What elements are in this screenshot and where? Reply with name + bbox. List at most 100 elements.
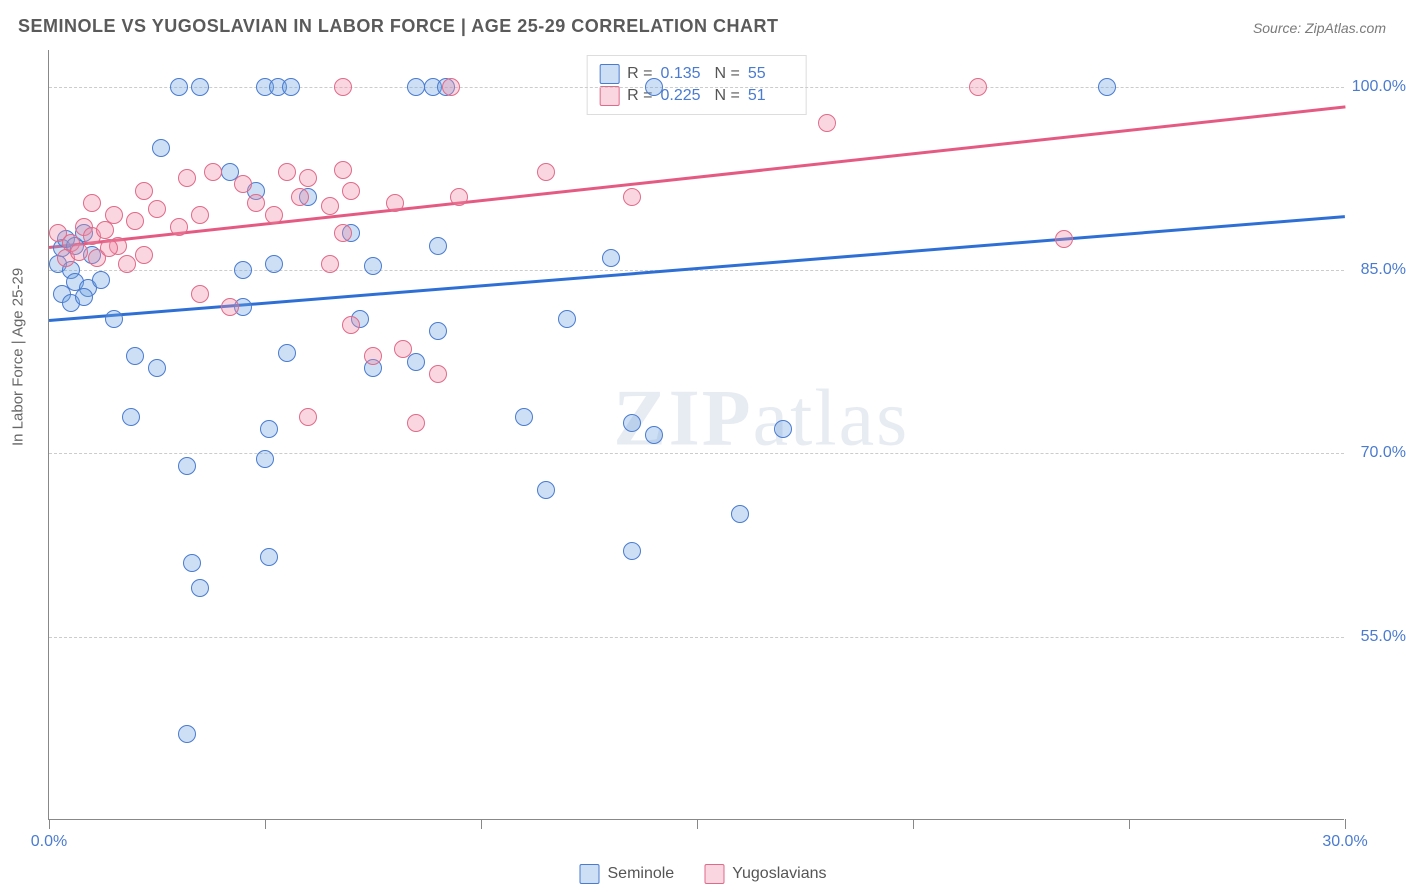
data-point [342,316,360,334]
data-point [282,78,300,96]
legend-swatch-0-icon [580,864,600,884]
watermark: ZIPatlas [613,374,909,465]
data-point [774,420,792,438]
data-point [321,197,339,215]
data-point [299,169,317,187]
data-point [204,163,222,181]
x-tick-label: 30.0% [1322,833,1367,851]
data-point [122,408,140,426]
r-value-0: 0.135 [661,65,707,83]
x-tick [1345,819,1346,829]
y-tick-label: 100.0% [1352,78,1406,96]
data-point [247,194,265,212]
data-point [364,347,382,365]
data-point [334,161,352,179]
data-point [148,200,166,218]
gridline [49,637,1344,638]
legend-stats-row-0: R = 0.135 N = 55 [599,64,794,84]
legend-swatch-1-icon [704,864,724,884]
data-point [623,188,641,206]
legend-stats-box: R = 0.135 N = 55 R = 0.225 N = 51 [586,55,807,115]
data-point [645,426,663,444]
data-point [75,288,93,306]
plot-area: ZIPatlas R = 0.135 N = 55 R = 0.225 N = … [48,50,1344,820]
chart-container: SEMINOLE VS YUGOSLAVIAN IN LABOR FORCE |… [0,0,1406,892]
data-point [291,188,309,206]
data-point [100,239,118,257]
data-point [429,365,447,383]
data-point [256,450,274,468]
legend-label-0: Seminole [608,865,675,883]
n-value-0: 55 [748,65,794,83]
watermark-atlas: atlas [753,375,910,463]
data-point [234,261,252,279]
data-point [394,340,412,358]
data-point [299,408,317,426]
data-point [407,78,425,96]
data-point [364,257,382,275]
data-point [178,725,196,743]
data-point [278,163,296,181]
chart-title: SEMINOLE VS YUGOSLAVIAN IN LABOR FORCE |… [18,16,778,37]
x-tick [481,819,482,829]
data-point [537,481,555,499]
data-point [537,163,555,181]
gridline [49,453,1344,454]
data-point [969,78,987,96]
data-point [234,175,252,193]
r-value-1: 0.225 [661,87,707,105]
swatch-blue-icon [599,64,619,84]
data-point [170,78,188,96]
data-point [515,408,533,426]
n-value-1: 51 [748,87,794,105]
data-point [135,182,153,200]
data-point [386,194,404,212]
data-point [450,188,468,206]
x-tick [913,819,914,829]
data-point [260,420,278,438]
source-label: Source: ZipAtlas.com [1253,20,1386,36]
legend-stats-row-1: R = 0.225 N = 51 [599,86,794,106]
x-tick [1129,819,1130,829]
data-point [321,255,339,273]
x-tick [49,819,50,829]
y-tick-label: 85.0% [1361,261,1406,279]
swatch-pink-icon [599,86,619,106]
n-label-1: N = [715,87,740,105]
data-point [70,243,88,261]
data-point [260,548,278,566]
data-point [191,206,209,224]
data-point [183,554,201,572]
x-tick-label: 0.0% [31,833,67,851]
legend-item-1: Yugoslavians [704,864,826,884]
data-point [1098,78,1116,96]
data-point [818,114,836,132]
data-point [334,224,352,242]
data-point [178,169,196,187]
data-point [265,206,283,224]
data-point [429,237,447,255]
data-point [623,414,641,432]
legend-label-1: Yugoslavians [732,865,826,883]
data-point [191,579,209,597]
data-point [105,206,123,224]
data-point [170,218,188,236]
data-point [105,310,123,328]
data-point [126,347,144,365]
y-tick-label: 55.0% [1361,628,1406,646]
data-point [191,285,209,303]
data-point [645,78,663,96]
data-point [83,194,101,212]
data-point [135,246,153,264]
n-label-0: N = [715,65,740,83]
data-point [602,249,620,267]
y-axis-label: In Labor Force | Age 25-29 [10,268,27,446]
data-point [429,322,447,340]
data-point [92,271,110,289]
data-point [191,78,209,96]
data-point [118,255,136,273]
data-point [265,255,283,273]
data-point [623,542,641,560]
x-tick [265,819,266,829]
data-point [407,414,425,432]
